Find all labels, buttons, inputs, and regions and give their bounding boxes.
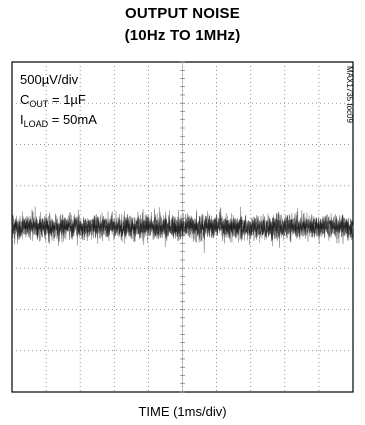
noise-trace-line (11, 207, 354, 253)
x-axis-label: TIME (1ms/div) (138, 404, 227, 419)
iload-label: ILOAD = 50mA (20, 112, 97, 129)
chart-title-line2: (10Hz TO 1MHz) (124, 27, 241, 44)
figure-code: MAX1735 toc09 (345, 66, 354, 123)
chart-title-line1: OUTPUT NOISE (125, 5, 240, 22)
noise-trace (11, 206, 354, 253)
vertical-scale-label: 500µV/div (20, 72, 79, 87)
cout-label: COUT = 1µF (20, 92, 86, 109)
